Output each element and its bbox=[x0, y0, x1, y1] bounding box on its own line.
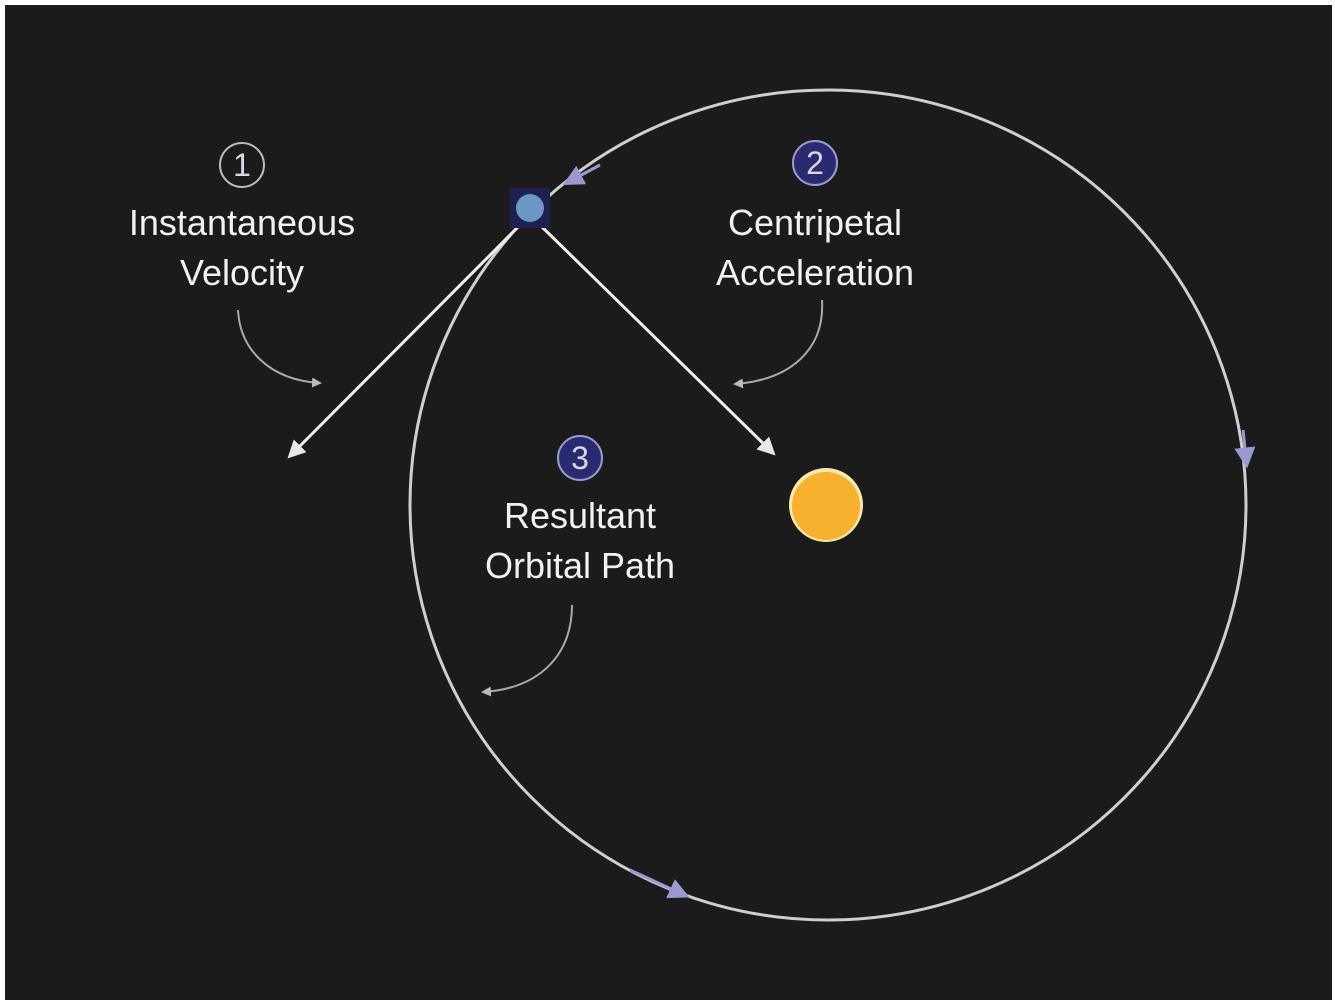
sun bbox=[792, 472, 860, 540]
label-line: Velocity bbox=[180, 252, 304, 293]
label-number: 2 bbox=[806, 145, 824, 181]
label-line: Acceleration bbox=[716, 252, 914, 293]
diagram: 1 Instantaneous Velocity 2 Centripetal A… bbox=[0, 0, 1335, 1004]
page: {"labels": [ {"number": "1", "lines": ["… bbox=[0, 0, 1335, 1004]
label-line: Centripetal bbox=[728, 202, 902, 243]
label-number: 3 bbox=[571, 440, 589, 476]
planet bbox=[516, 194, 544, 222]
label-line: Orbital Path bbox=[485, 545, 675, 586]
label-line: Instantaneous bbox=[129, 202, 355, 243]
label-number: 1 bbox=[233, 147, 251, 183]
label-line: Resultant bbox=[504, 495, 656, 536]
background bbox=[5, 5, 1332, 1000]
